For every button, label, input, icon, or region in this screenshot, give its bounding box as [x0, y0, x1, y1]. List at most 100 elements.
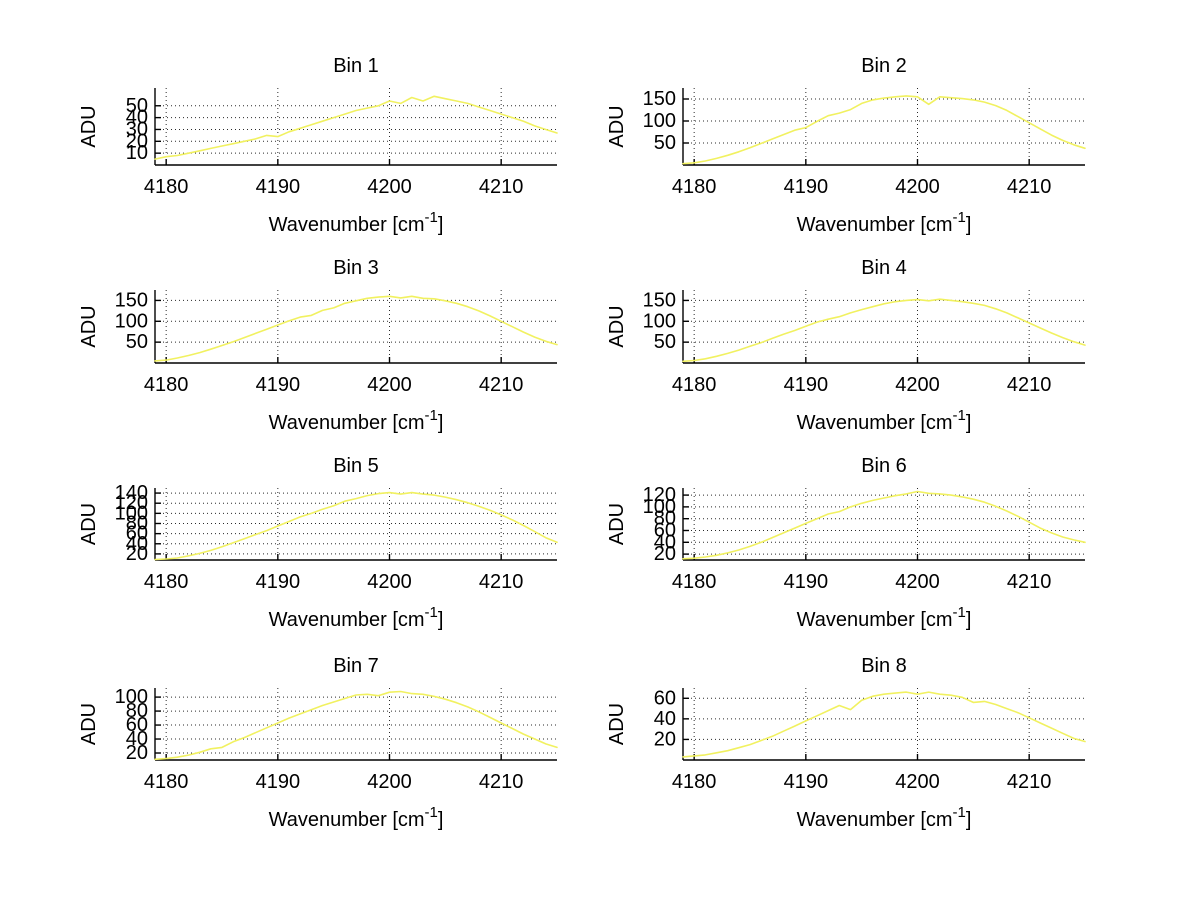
x-tick-label: 4180	[672, 176, 717, 198]
y-axis-label: ADU	[606, 105, 628, 147]
x-tick-label: 4180	[672, 771, 717, 793]
y-tick-label: 120	[115, 492, 148, 514]
x-tick-label: 4190	[784, 374, 829, 396]
y-tick-label: 100	[115, 502, 148, 524]
y-tick-label: 50	[126, 331, 148, 353]
plot-title: Bin 4	[861, 257, 907, 279]
spectrum-line	[154, 295, 558, 362]
x-tick-label: 4200	[367, 374, 412, 396]
y-tick-label: 120	[643, 484, 676, 506]
spectrum-line	[682, 298, 1086, 363]
x-tick-label: 4180	[144, 374, 189, 396]
x-tick-label: 4210	[479, 176, 524, 198]
y-tick-label: 40	[126, 533, 148, 555]
x-tick-label: 4180	[672, 374, 717, 396]
spectrum-line	[154, 491, 558, 561]
x-tick-label: 4180	[144, 571, 189, 593]
y-axis-label: ADU	[78, 105, 100, 147]
y-axis-label: ADU	[78, 305, 100, 347]
y-tick-label: 100	[643, 110, 676, 132]
x-tick-label: 4210	[479, 571, 524, 593]
y-tick-label: 40	[126, 728, 148, 750]
x-tick-label: 4210	[1007, 374, 1052, 396]
spectrum-line	[154, 690, 558, 761]
x-tick-label: 4200	[367, 176, 412, 198]
x-tick-label: 4190	[256, 176, 301, 198]
spectrum-line	[682, 95, 1086, 165]
x-tick-label: 4200	[895, 374, 940, 396]
plot-title: Bin 7	[333, 655, 379, 677]
y-tick-label: 60	[654, 519, 676, 541]
spectrum-line	[682, 490, 1086, 560]
x-tick-label: 4190	[256, 374, 301, 396]
x-axis-label: Wavenumber [cm-1]	[797, 604, 972, 631]
y-tick-label: 20	[126, 742, 148, 764]
x-tick-label: 4190	[256, 571, 301, 593]
x-axis-label: Wavenumber [cm-1]	[269, 209, 444, 236]
y-tick-label: 80	[126, 700, 148, 722]
x-axis-label: Wavenumber [cm-1]	[797, 407, 972, 434]
x-tick-label: 4190	[256, 771, 301, 793]
y-tick-label: 150	[643, 88, 676, 110]
x-tick-label: 4180	[144, 176, 189, 198]
y-tick-label: 150	[115, 289, 148, 311]
y-tick-label: 60	[654, 687, 676, 709]
y-tick-label: 20	[126, 130, 148, 152]
x-axis-label: Wavenumber [cm-1]	[797, 804, 972, 831]
y-tick-label: 80	[126, 512, 148, 534]
x-tick-label: 4210	[1007, 176, 1052, 198]
y-tick-label: 100	[643, 310, 676, 332]
plot-title: Bin 8	[861, 655, 907, 677]
x-tick-label: 4190	[784, 176, 829, 198]
y-axis-label: ADU	[606, 305, 628, 347]
y-axis-label: ADU	[606, 703, 628, 745]
y-tick-label: 20	[126, 543, 148, 565]
x-axis-label: Wavenumber [cm-1]	[269, 804, 444, 831]
x-tick-label: 4210	[1007, 771, 1052, 793]
x-tick-label: 4190	[784, 771, 829, 793]
x-axis-label: Wavenumber [cm-1]	[797, 209, 972, 236]
y-tick-label: 100	[643, 496, 676, 518]
y-tick-label: 80	[654, 508, 676, 530]
y-tick-label: 140	[115, 482, 148, 504]
y-tick-label: 40	[654, 708, 676, 730]
y-tick-label: 60	[126, 714, 148, 736]
y-axis-label: ADU	[78, 703, 100, 745]
plot-title: Bin 3	[333, 257, 379, 279]
plot-title: Bin 1	[333, 55, 379, 77]
y-tick-label: 40	[654, 531, 676, 553]
y-tick-label: 100	[115, 310, 148, 332]
x-tick-label: 4200	[367, 771, 412, 793]
x-tick-label: 4190	[784, 571, 829, 593]
y-tick-label: 20	[654, 543, 676, 565]
x-tick-label: 4210	[1007, 571, 1052, 593]
y-tick-label: 30	[126, 118, 148, 140]
x-tick-label: 4180	[672, 571, 717, 593]
plot-title: Bin 6	[861, 455, 907, 477]
x-tick-label: 4210	[479, 374, 524, 396]
x-tick-label: 4200	[895, 771, 940, 793]
spectrum-line	[154, 95, 558, 160]
x-tick-label: 4200	[367, 571, 412, 593]
y-tick-label: 50	[126, 95, 148, 117]
y-axis-label: ADU	[78, 503, 100, 545]
plot-title: Bin 5	[333, 455, 379, 477]
y-tick-label: 100	[115, 686, 148, 708]
x-tick-label: 4200	[895, 571, 940, 593]
x-axis-label: Wavenumber [cm-1]	[269, 407, 444, 434]
y-tick-label: 40	[126, 107, 148, 129]
x-tick-label: 4210	[479, 771, 524, 793]
y-tick-label: 20	[654, 728, 676, 750]
plot-title: Bin 2	[861, 55, 907, 77]
x-axis-label: Wavenumber [cm-1]	[269, 604, 444, 631]
